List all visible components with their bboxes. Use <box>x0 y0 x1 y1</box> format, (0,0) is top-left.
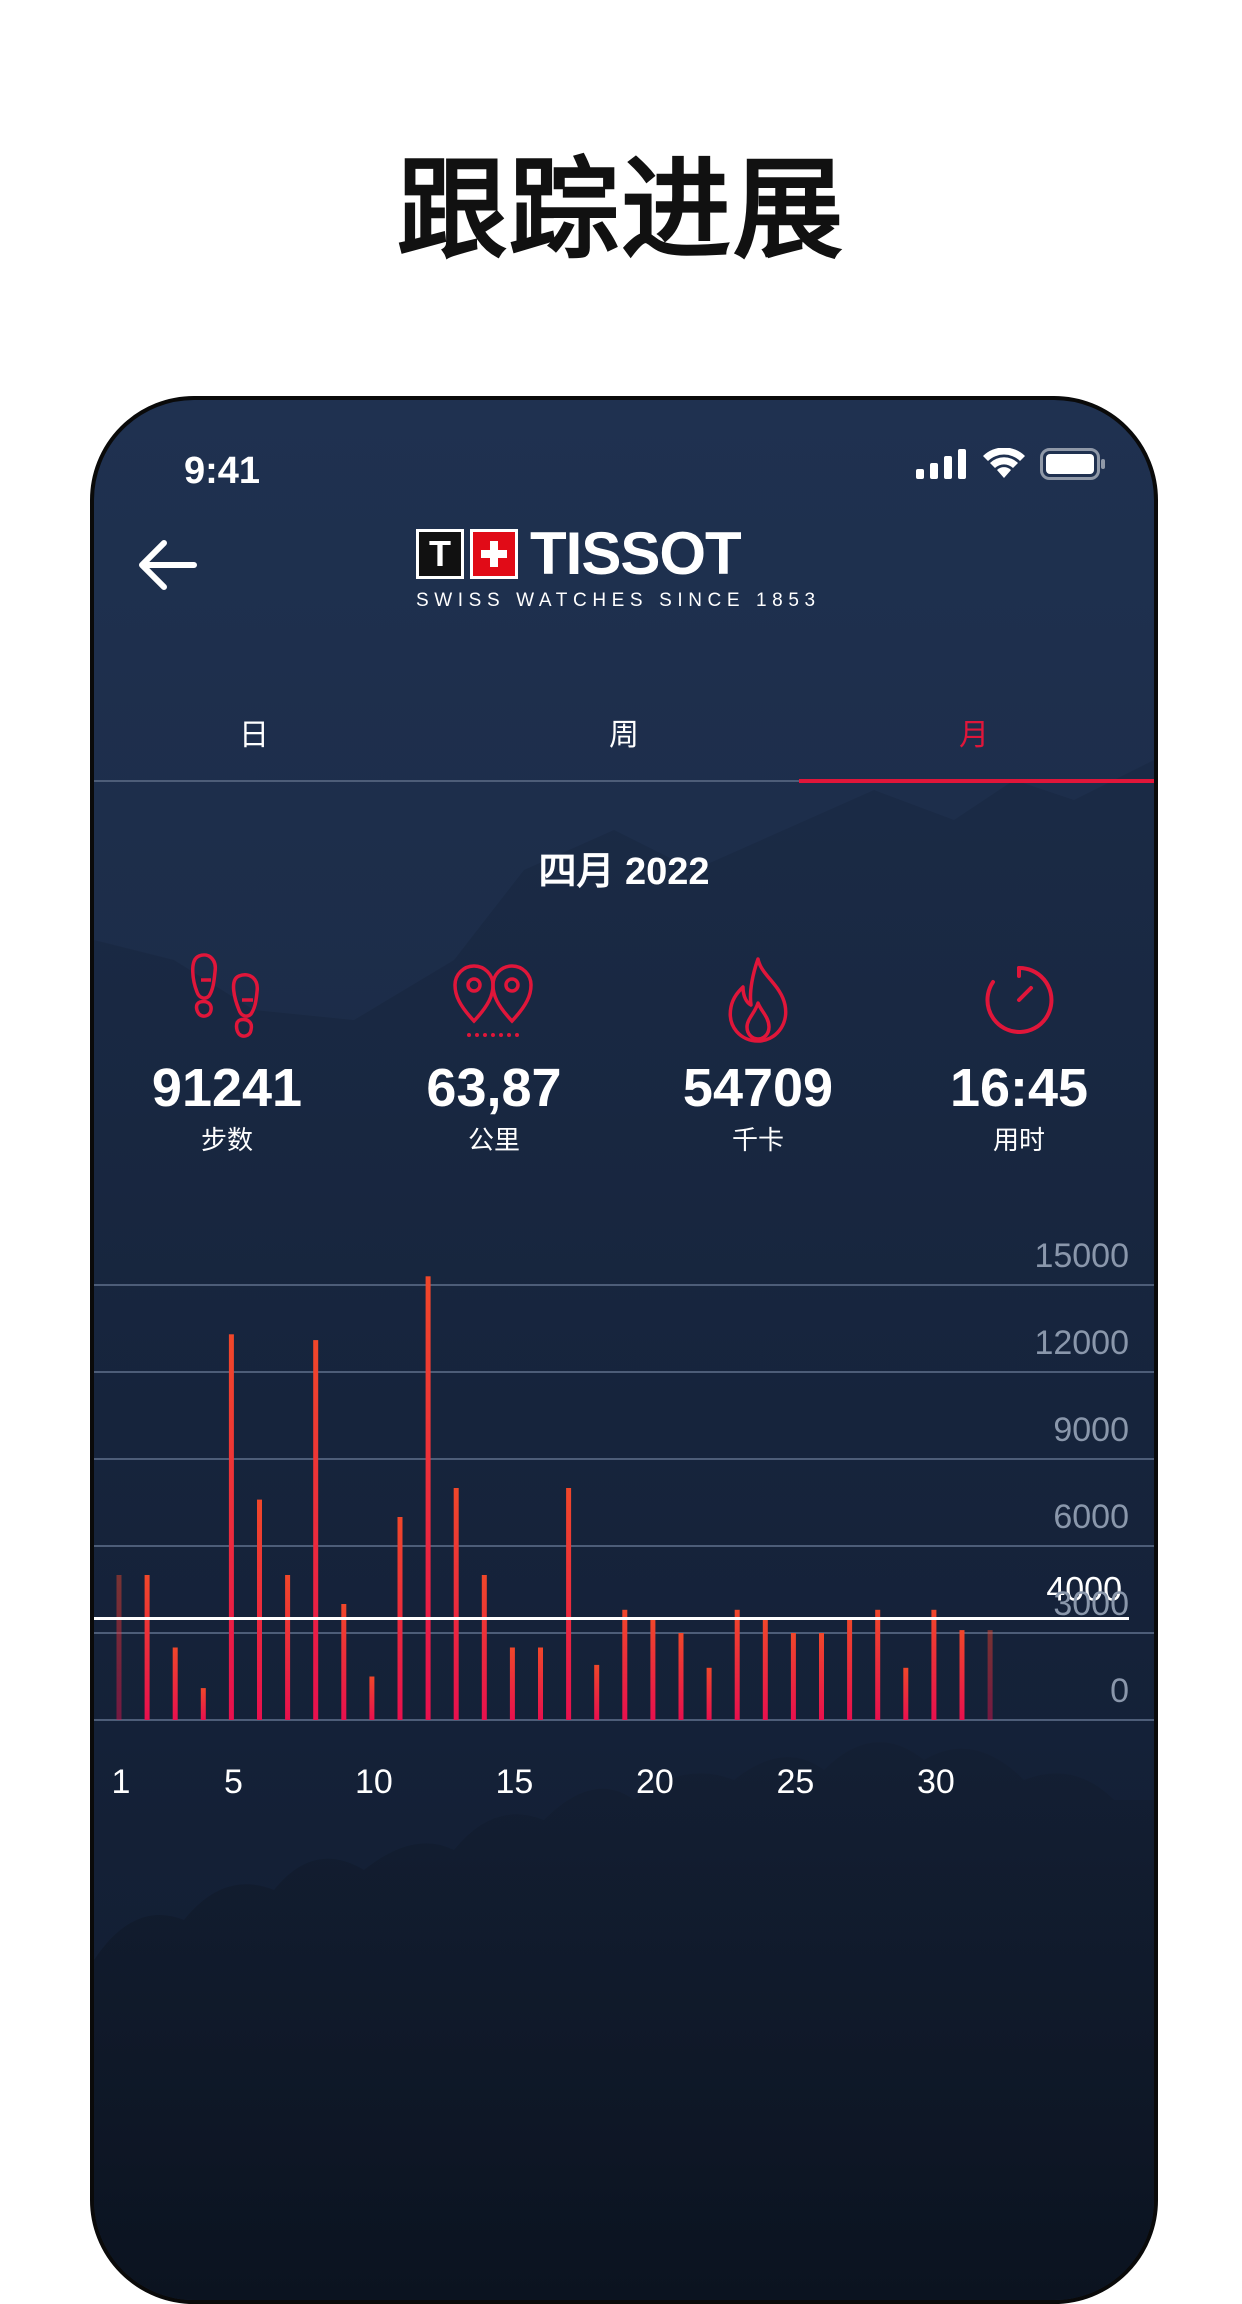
period-tabs: 日 周 月 <box>94 700 1154 783</box>
chart-bar <box>453 1488 459 1720</box>
chart-bar <box>369 1676 375 1720</box>
chart-bar <box>257 1499 262 1720</box>
chart-bar <box>594 1664 600 1720</box>
chart-bar <box>200 1688 206 1720</box>
goal-line-label: 4000 <box>1046 1571 1122 1609</box>
flame-icon <box>728 957 788 1043</box>
stat-steps-value: 91241 <box>151 1058 303 1118</box>
page-headline: 跟踪进展 <box>397 146 845 274</box>
chart-bar <box>931 1609 937 1720</box>
stat-duration: 16:45 用时 <box>899 950 1139 1157</box>
y-tick-label: 6000 <box>1053 1498 1129 1536</box>
y-tick-label: 15000 <box>1034 1237 1129 1275</box>
chart-bar <box>425 1276 431 1720</box>
stat-distance-label: 公里 <box>467 1125 520 1155</box>
x-tick-label: 30 <box>917 1763 955 1801</box>
chart-bar <box>959 1630 965 1720</box>
y-tick-label: 9000 <box>1053 1411 1129 1449</box>
signal-icon <box>916 449 966 479</box>
chart-bar <box>819 1633 824 1720</box>
status-time: 9:41 <box>184 450 261 492</box>
chart-bar <box>509 1647 515 1720</box>
battery-icon <box>1040 448 1105 480</box>
mountain-background <box>94 760 1154 2300</box>
chart-bar <box>538 1647 543 1720</box>
logo-wordmark: TISSOT <box>530 520 742 587</box>
stat-distance-value: 63,87 <box>426 1058 562 1118</box>
brand-logo: T TISSOT SWISS WATCHES SINCE 1853 <box>416 520 836 626</box>
back-button[interactable] <box>134 530 204 600</box>
chart-bar <box>790 1633 796 1720</box>
stat-calories: 54709 千卡 <box>638 950 878 1157</box>
x-tick-label: 20 <box>636 1763 674 1801</box>
x-tick-label: 1 <box>112 1763 131 1801</box>
tab-month[interactable]: 月 <box>959 719 989 752</box>
y-tick-label: 3000 <box>1053 1585 1129 1623</box>
active-tab-indicator <box>799 779 1154 783</box>
logo-tagline: SWISS WATCHES SINCE 1853 <box>416 590 821 611</box>
stat-distance: 63,87 公里 <box>374 950 614 1157</box>
x-tick-label: 25 <box>776 1763 814 1801</box>
chart-bar <box>678 1633 684 1720</box>
arrow-left-icon <box>139 540 197 590</box>
chart-bar <box>144 1575 150 1720</box>
x-tick-label: 10 <box>355 1763 393 1801</box>
location-pins-icon <box>453 964 533 1037</box>
period-label: 四月 2022 <box>538 851 710 893</box>
chart-bar <box>987 1630 993 1720</box>
chart-bar <box>341 1604 347 1720</box>
stat-calories-label: 千卡 <box>731 1125 784 1155</box>
y-tick-label: 12000 <box>1034 1324 1129 1362</box>
chart-bar <box>734 1609 740 1720</box>
chart-bar <box>172 1647 178 1720</box>
footsteps-icon <box>191 953 259 1038</box>
chart-bar <box>847 1618 853 1720</box>
chart-bar <box>566 1488 572 1720</box>
y-tick-label: 0 <box>1110 1672 1129 1710</box>
chart-bar <box>762 1618 768 1720</box>
chart-bar <box>481 1575 487 1720</box>
chart-bar <box>228 1334 234 1720</box>
wifi-icon <box>983 448 1025 478</box>
tab-week[interactable]: 周 <box>609 719 639 752</box>
tab-day[interactable]: 日 <box>239 719 269 752</box>
x-tick-label: 5 <box>224 1763 243 1801</box>
stat-steps: 91241 步数 <box>107 950 347 1157</box>
logo-t-box: T <box>416 529 464 579</box>
chart-bar <box>706 1667 712 1720</box>
swiss-cross-icon <box>470 529 518 579</box>
chart-bar <box>903 1667 909 1720</box>
stat-duration-value: 16:45 <box>949 1058 1089 1118</box>
chart-bar <box>313 1340 319 1720</box>
stat-calories-value: 54709 <box>682 1058 834 1118</box>
phone-frame: 9:41 T TISSOT SWI <box>90 396 1158 2304</box>
chart-bar <box>622 1609 628 1720</box>
x-tick-label: 15 <box>495 1763 533 1801</box>
chart-bar <box>116 1575 122 1720</box>
timer-icon <box>985 965 1054 1034</box>
chart-bar <box>285 1575 291 1720</box>
stat-steps-label: 步数 <box>200 1125 253 1155</box>
status-icons <box>916 448 1106 480</box>
chart-bar <box>875 1609 881 1720</box>
stat-duration-label: 用时 <box>992 1125 1045 1155</box>
chart-bar <box>650 1618 656 1720</box>
